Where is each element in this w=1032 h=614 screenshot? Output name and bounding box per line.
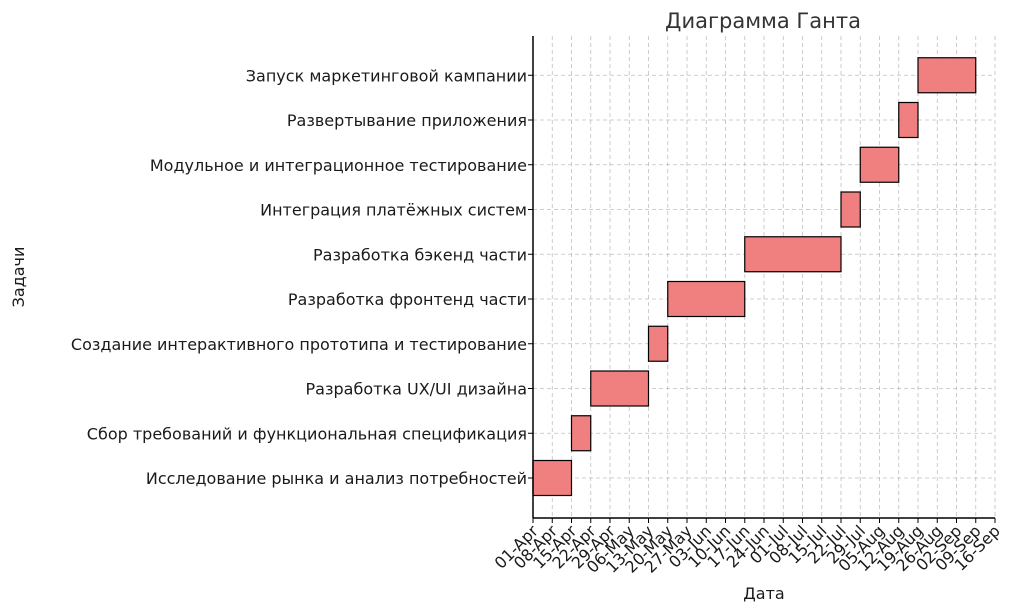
- task-label: Разработка бэкенд части: [313, 245, 527, 264]
- task-bar: [570, 415, 592, 452]
- task-bar: [667, 280, 746, 318]
- grid: [532, 36, 996, 518]
- task-label: Запуск маркетинговой кампании: [246, 66, 527, 85]
- x-axis-title: Дата: [743, 584, 784, 603]
- task-label: Исследование рынка и анализ потребностей: [146, 469, 527, 488]
- task-label: Интеграция платёжных систем: [260, 201, 527, 220]
- chart-title: Диаграмма Ганта: [665, 9, 861, 33]
- task-bar: [859, 146, 900, 183]
- task-label: Разработка UX/UI дизайна: [306, 380, 527, 399]
- task-bar: [917, 57, 977, 94]
- task-label: Разработка фронтенд части: [288, 290, 527, 309]
- bars: [532, 57, 977, 497]
- task-labels: Исследование рынка и анализ потребностей…: [71, 66, 533, 488]
- y-axis-title: Задачи: [9, 247, 28, 308]
- task-bar: [898, 101, 919, 139]
- task-bar: [744, 236, 842, 273]
- task-bar: [590, 370, 650, 407]
- task-bar: [647, 325, 669, 362]
- task-label: Сбор требований и функциональная специфи…: [87, 424, 527, 443]
- task-label: Развертывание приложения: [287, 111, 527, 130]
- date-tick-labels: 01-Apr08-Apr15-Apr22-Apr29-Apr06-May13-M…: [491, 518, 1004, 577]
- task-bar: [840, 191, 861, 228]
- task-label: Модульное и интеграционное тестирование: [150, 156, 527, 175]
- task-bar: [532, 459, 573, 497]
- task-label: Создание интерактивного прототипа и тест…: [71, 335, 527, 354]
